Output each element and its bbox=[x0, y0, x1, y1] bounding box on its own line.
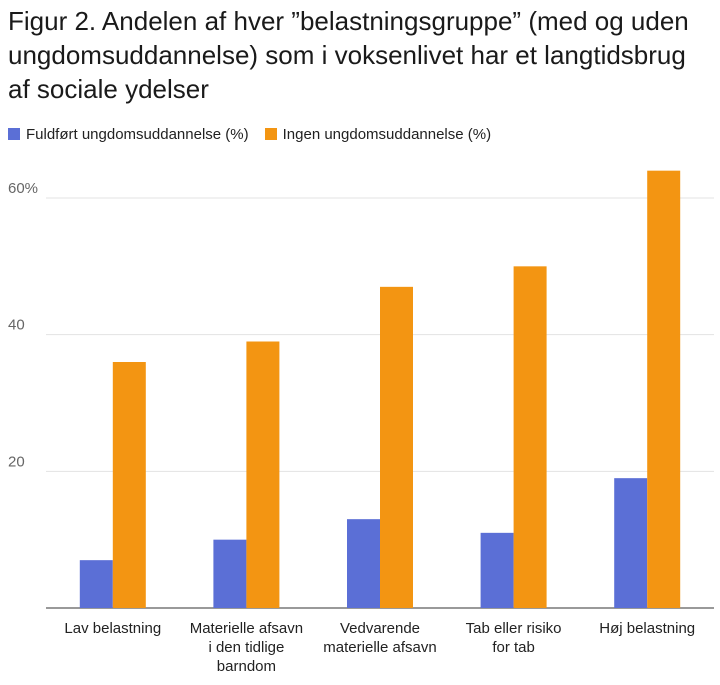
bar-fuldfoert-1 bbox=[213, 539, 247, 608]
x-tick-label-line: Høj belastning bbox=[599, 620, 695, 637]
x-tick-label: Høj belastning bbox=[599, 620, 695, 637]
legend-item-series-1: Fuldført ungdomsuddannelse (%) bbox=[8, 126, 249, 143]
x-tick-label: Materielle afsavn i den tidlige barndom bbox=[190, 620, 303, 675]
y-tick-label: 20 bbox=[8, 453, 25, 470]
y-tick-label: 60% bbox=[8, 180, 38, 197]
bar-fuldfoert-2 bbox=[347, 519, 380, 608]
x-tick-label-line: barndom bbox=[217, 658, 276, 675]
legend-label-series-2: Ingen ungdomsuddannelse (%) bbox=[282, 125, 492, 143]
x-tick-label: Lav belastning bbox=[64, 620, 161, 637]
bar-ingen-3 bbox=[513, 266, 547, 608]
legend-swatch-series-1 bbox=[8, 128, 20, 140]
x-tick-label: Vedvarende materielle afsavn bbox=[323, 620, 436, 656]
x-tick-label-line: Materielle afsavn bbox=[190, 620, 303, 637]
bar-ingen-0 bbox=[112, 362, 146, 608]
bar-fuldfoert-4 bbox=[614, 478, 648, 608]
legend-label-series-1: Fuldført ungdomsuddannelse (%) bbox=[26, 125, 249, 143]
y-tick-label: 40 bbox=[8, 317, 25, 334]
x-tick-label-line: materielle afsavn bbox=[323, 639, 436, 656]
bar-ingen-2 bbox=[380, 286, 413, 608]
x-tick-label-line: Vedvarende bbox=[340, 620, 420, 637]
x-tick-label-line: Lav belastning bbox=[64, 620, 161, 637]
x-tick-label-line: Tab eller risiko bbox=[466, 620, 562, 637]
chart-title: Figur 2. Andelen af hver ”belastningsgru… bbox=[8, 6, 689, 104]
legend-item-series-2: Ingen ungdomsuddannelse (%) bbox=[264, 125, 492, 143]
legend: Fuldført ungdomsuddannelse (%) Ingen ung… bbox=[8, 124, 507, 144]
bar-fuldfoert-3 bbox=[480, 532, 514, 608]
legend-swatch-series-2 bbox=[264, 128, 277, 140]
bar-ingen-1 bbox=[246, 341, 280, 608]
x-tick-label-line: i den tidlige bbox=[208, 639, 284, 656]
x-tick-label-line: for tab bbox=[492, 639, 535, 656]
x-tick-label: Tab eller risiko for tab bbox=[466, 620, 562, 656]
bar-ingen-4 bbox=[647, 170, 681, 608]
bar-fuldfoert-0 bbox=[79, 560, 113, 608]
